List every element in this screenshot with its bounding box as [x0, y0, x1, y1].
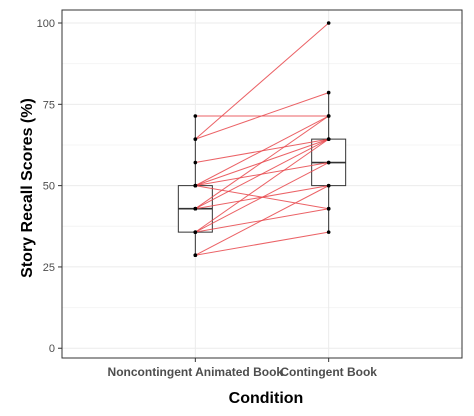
data-point-contingent — [326, 183, 331, 188]
data-point-contingent — [326, 90, 331, 95]
data-point-noncontingent — [193, 114, 198, 118]
pair-line — [195, 22, 329, 140]
data-point-contingent — [326, 137, 331, 141]
data-point-noncontingent — [193, 206, 198, 211]
data-points — [193, 21, 331, 258]
data-point-contingent — [326, 160, 331, 165]
data-point-contingent — [326, 21, 331, 25]
y-tick-label: 100 — [37, 18, 55, 30]
pair-line — [195, 185, 329, 256]
data-point-noncontingent — [193, 137, 198, 141]
y-axis-ticks: 0 25 50 75 100 — [37, 18, 62, 355]
pair-line — [195, 92, 329, 140]
x-tick-label: Contingent Book — [280, 365, 377, 379]
data-point-contingent — [326, 230, 331, 234]
pair-line — [195, 231, 329, 256]
data-point-noncontingent — [193, 253, 198, 258]
pair-line — [195, 115, 329, 187]
pair-line — [195, 138, 329, 233]
data-point-noncontingent — [193, 160, 198, 165]
x-tick-label: Noncontingent Animated Book — [108, 365, 284, 379]
data-point-contingent — [326, 206, 331, 211]
x-axis-title: Condition — [229, 390, 304, 407]
pair-lines — [195, 22, 329, 256]
data-point-noncontingent — [193, 230, 198, 234]
y-axis-title: Story Recall Scores (%) — [19, 98, 36, 278]
y-tick-label: 75 — [43, 99, 55, 111]
pair-line — [195, 115, 329, 210]
plot-panel-border — [61, 9, 463, 359]
y-tick-label: 0 — [49, 343, 55, 355]
pair-line — [195, 138, 329, 210]
data-point-noncontingent — [193, 183, 198, 188]
y-tick-label: 50 — [43, 181, 55, 193]
data-point-contingent — [326, 114, 331, 118]
pair-line — [195, 162, 329, 233]
y-tick-label: 25 — [43, 262, 55, 274]
